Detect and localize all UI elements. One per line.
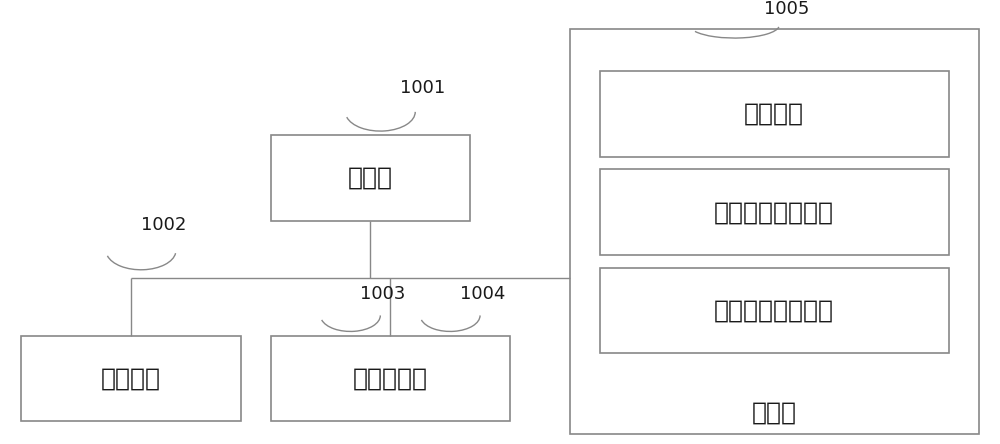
Text: 1004: 1004	[460, 285, 505, 303]
Bar	[21, 336, 241, 421]
Bar	[271, 135, 470, 221]
Text: 數據接口實現程序: 數據接口實現程序	[714, 200, 834, 224]
Bar	[271, 336, 510, 421]
Text: 室外風機控制程序: 室外風機控制程序	[714, 298, 834, 322]
Text: 1002: 1002	[141, 216, 186, 234]
Text: 存儲器: 存儲器	[752, 401, 797, 425]
Text: 1005: 1005	[764, 0, 810, 18]
Text: 處理器: 處理器	[348, 166, 393, 190]
Bar	[600, 170, 949, 255]
Text: 數據接口: 數據接口	[101, 367, 161, 391]
Text: 操作系統: 操作系統	[744, 102, 804, 126]
Text: 1003: 1003	[360, 285, 406, 303]
Bar	[570, 29, 979, 434]
Bar	[600, 71, 949, 157]
Bar	[600, 268, 949, 353]
Text: 1001: 1001	[400, 79, 446, 97]
Text: 溫度傳感器: 溫度傳感器	[353, 367, 428, 391]
